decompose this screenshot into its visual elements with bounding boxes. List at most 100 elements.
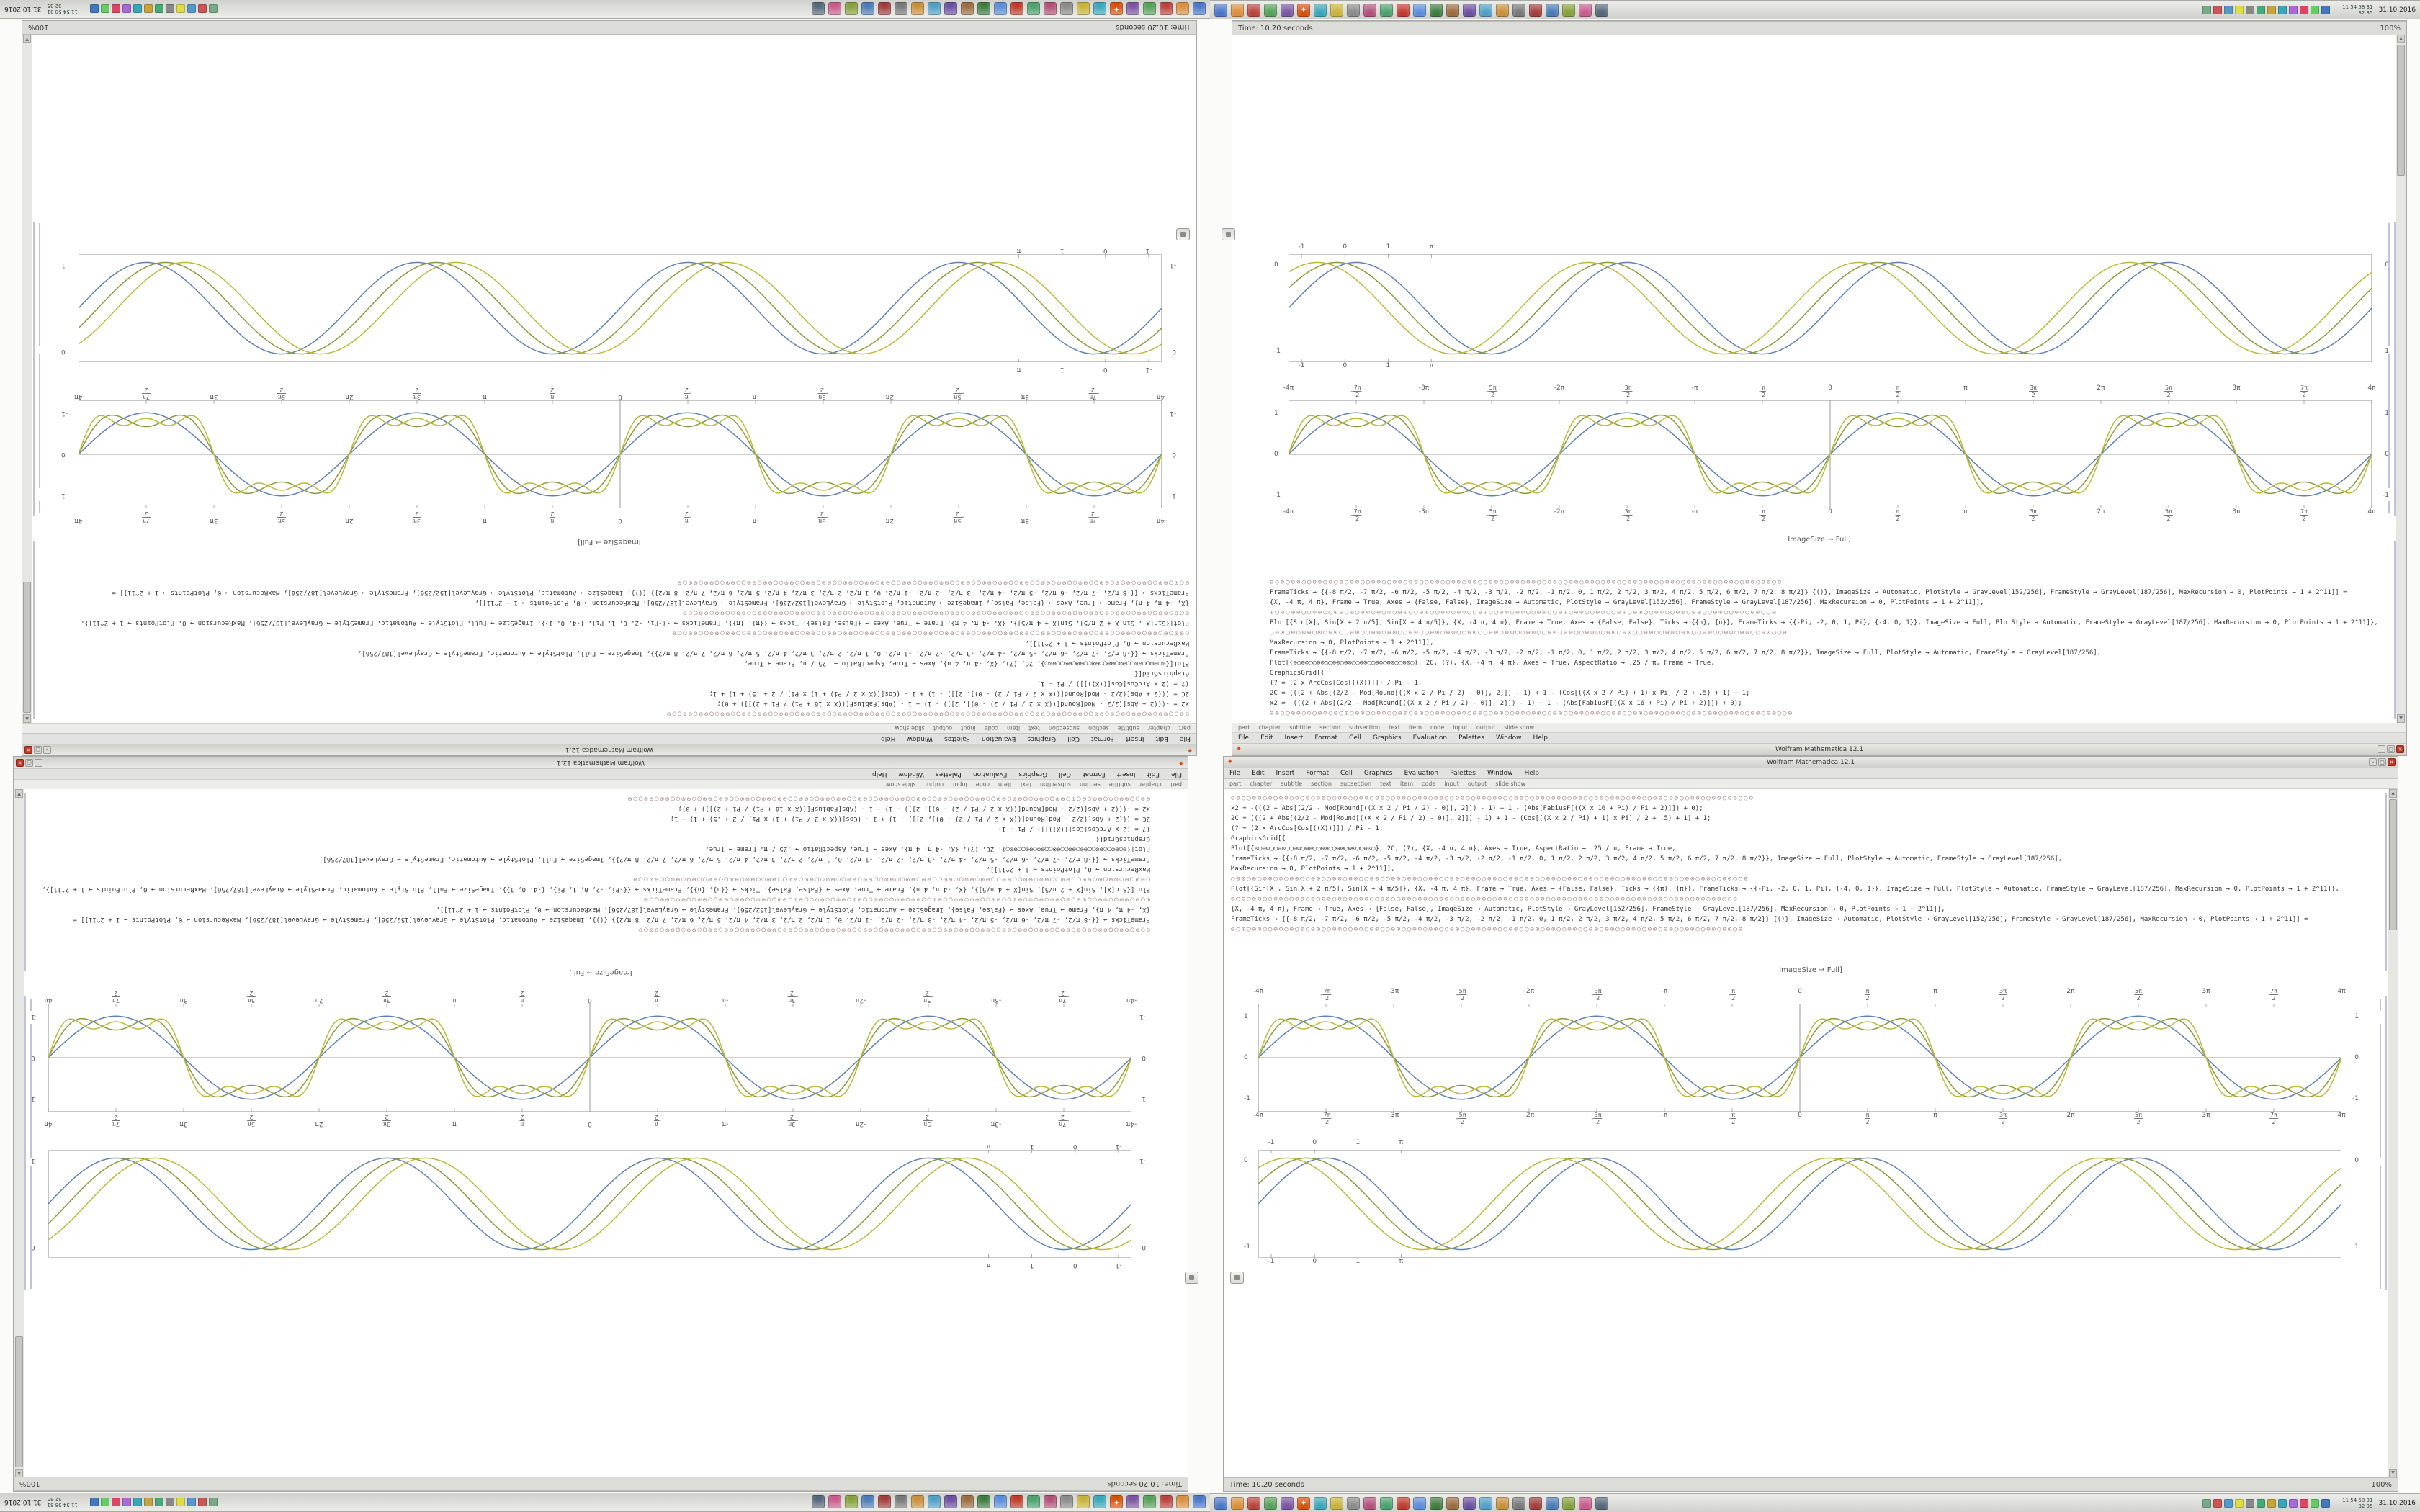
style-slide-show[interactable]: slide show — [1495, 780, 1526, 787]
scroll-up-arrow[interactable]: ▲ — [23, 714, 31, 723]
taskbar-icon-app-gray[interactable] — [1347, 1496, 1360, 1510]
desktop-widget-left[interactable] — [1185, 1272, 1198, 1284]
taskbar-icon-app-emerald[interactable] — [1027, 1495, 1040, 1509]
maximize-button[interactable]: ▢ — [25, 759, 33, 767]
tray-teal-icon[interactable] — [133, 1498, 142, 1507]
style-item[interactable]: item — [1399, 780, 1413, 787]
scroll-down-arrow[interactable]: ▼ — [2397, 714, 2405, 723]
taskbar-icon-app-sky[interactable] — [994, 1495, 1007, 1509]
style-item[interactable]: item — [998, 781, 1012, 788]
style-slide-show[interactable]: slide show — [1504, 724, 1535, 731]
taskbar-icon-app-emerald[interactable] — [1027, 2, 1040, 16]
scroll-down-arrow[interactable]: ▼ — [2389, 1469, 2397, 1477]
code-line[interactable]: GraphicsGrid[{ — [1231, 835, 1286, 842]
menu-help[interactable]: Help — [1533, 734, 1549, 742]
taskbar-icon-mathematica[interactable]: ✦ — [1297, 1496, 1310, 1510]
cell-bracket-code[interactable] — [2385, 793, 2387, 971]
code-line[interactable]: {X, -4 π, 4 π}, Frame → True, Axes → {Fa… — [436, 906, 1150, 913]
style-subtitle[interactable]: subtitle — [1108, 781, 1131, 788]
minimize-button[interactable]: – — [35, 759, 42, 767]
tray-gold-icon[interactable] — [143, 1498, 153, 1507]
style-subsection[interactable]: subsection — [1348, 724, 1381, 731]
taskbar-icon-app-tan[interactable] — [961, 2, 974, 16]
code-line[interactable]: 2C = (((2 + Abs[(2/2 - Mod[Round[((X x 2… — [670, 815, 1150, 822]
style-text[interactable]: text — [1020, 781, 1031, 788]
code-line[interactable]: ⊖○⊙◯⊖⊙○◯⊖⊙○⊖◯⊙○⊖⊙◯○⊖⊙○◯⊖⊙○⊖⊙◯○⊖⊙○◯⊖⊙○⊖⊙◯… — [676, 579, 1189, 586]
style-subsection[interactable]: subsection — [1039, 781, 1072, 788]
taskbar-icon-app-cyan[interactable] — [928, 2, 941, 16]
vertical-scrollbar[interactable]: ▲ ▼ — [2396, 35, 2406, 723]
taskbar-icon-app-olive[interactable] — [1562, 1496, 1575, 1510]
taskbar-icon-app-olive[interactable] — [845, 1495, 858, 1509]
taskbar-icon-app-crimson[interactable] — [1010, 1495, 1023, 1509]
code-line[interactable]: Plot[{Sin[X], Sin[X + 2 π/5], Sin[X + 4 … — [1231, 886, 2339, 893]
tray-blue-icon[interactable] — [2224, 5, 2233, 14]
tray-lilac-icon[interactable] — [122, 4, 131, 14]
tray-teal-icon[interactable] — [2278, 1498, 2287, 1508]
taskbar-icon-app-navy[interactable] — [812, 1495, 825, 1509]
taskbar-icon-app-cyan[interactable] — [1479, 1496, 1492, 1510]
taskbar-icon-app-crimson[interactable] — [1397, 1496, 1410, 1510]
code-line[interactable]: FrameTicks → {{-8 π/2, -7 π/2, -6 π/2, -… — [1231, 916, 2308, 923]
taskbar-icon-app-violet[interactable] — [944, 2, 957, 16]
close-button[interactable]: ✕ — [2396, 745, 2404, 753]
menu-format[interactable]: Format — [1306, 770, 1330, 777]
style-chapter[interactable]: chapter — [1250, 780, 1273, 787]
taskbar-icon-app-blue[interactable] — [1193, 2, 1206, 16]
menu-file[interactable]: File — [1229, 770, 1241, 777]
taskbar-icon-app-teal[interactable] — [1314, 1496, 1327, 1510]
code-line[interactable]: Plot[{Sin[X], Sin[X + 2 π/5], Sin[X + 4 … — [81, 619, 1189, 626]
menu-cell[interactable]: Cell — [1059, 770, 1071, 778]
code-line[interactable]: ○⊖⊙◯⊖○⊙⊖◯⊙○⊖⊙◯○⊖⊙○◯⊖⊙○⊖⊙◯○⊖⊙○◯⊖⊙○⊖⊙◯○⊖⊙○… — [632, 876, 1150, 883]
taskbar-icon-app-forest[interactable] — [977, 2, 990, 16]
cell-bracket-plot2[interactable] — [30, 1166, 32, 1289]
cell-bracket-plot2[interactable] — [2388, 223, 2390, 346]
scroll-down-arrow[interactable]: ▼ — [15, 789, 23, 798]
code-line[interactable]: Plot[{⊙○⊖⊙◯○⊖⊙○◯⊖⊙○⊖⊙◯○⊖⊙○◯⊖⊙○⊖⊙◯○⊖⊙○}, … — [705, 845, 1150, 852]
code-line[interactable]: ⊖○⊙◯⊖⊙○◯⊖⊙○⊖◯⊙○⊖⊙◯○⊖⊙○◯⊖⊙○⊖⊙◯○⊖⊙○◯⊖⊙○⊖⊙◯… — [1231, 926, 1744, 933]
tray-lime-icon[interactable] — [100, 1498, 109, 1507]
taskbar-icon-app-amber[interactable] — [1231, 3, 1244, 17]
menu-window[interactable]: Window — [1495, 734, 1522, 742]
taskbar-icon-app-purple[interactable] — [1126, 1495, 1139, 1509]
code-line[interactable]: ⊙◯⊖○⊙⊖◯○⊙⊖○◯⊙⊖○⊙◯⊖⊙○⊖◯⊙○⊖⊙◯○⊖⊙○◯⊖⊙○⊖⊙◯○⊖… — [1270, 609, 1778, 616]
vertical-scrollbar[interactable]: ▲ ▼ — [2388, 789, 2398, 1477]
taskbar-icon-app-rose[interactable] — [1363, 3, 1376, 17]
code-line[interactable]: Plot[{⊙○⊖⊙◯○⊖⊙○◯⊖⊙○⊖⊙◯○⊖⊙○◯⊖⊙○⊖⊙◯○⊖⊙○}, … — [1270, 660, 1715, 667]
taskbar-icon-mathematica[interactable]: ✦ — [1110, 2, 1123, 16]
tray-lilac-icon[interactable] — [2289, 5, 2298, 14]
style-chapter[interactable]: chapter — [1139, 781, 1162, 788]
taskbar-icon-app-gold[interactable] — [1330, 1496, 1343, 1510]
taskbar-icon-app-gold[interactable] — [1077, 2, 1090, 16]
tray-teal-icon[interactable] — [2278, 5, 2287, 14]
tray-rose-icon[interactable] — [2300, 1498, 2309, 1508]
menu-help[interactable]: Help — [871, 770, 887, 778]
style-text[interactable]: text — [1389, 724, 1400, 731]
menu-palettes[interactable]: Palettes — [944, 735, 970, 742]
code-line[interactable]: 2C = (((2 + Abs[(2/2 - Mod[Round[((X x 2… — [709, 690, 1189, 697]
code-line[interactable]: (? = (2 x ArcCos[Cos[((X))]]) / Pi - 1; — [998, 825, 1150, 832]
code-line[interactable]: MaxRecursion → 0, PlotPoints → 1 + 2^11]… — [1231, 865, 1395, 873]
taskbar-icon-app-steel[interactable] — [861, 2, 874, 16]
style-text[interactable]: text — [1028, 725, 1040, 732]
taskbar-icon-app-tan[interactable] — [1446, 3, 1459, 17]
style-code[interactable]: code — [1430, 724, 1445, 731]
taskbar-icon-app-pink[interactable] — [1579, 3, 1592, 17]
tray-lime-icon[interactable] — [100, 4, 109, 14]
menu-file[interactable]: File — [1170, 770, 1182, 778]
taskbar-icon-app-maroon[interactable] — [878, 2, 891, 16]
taskbar-icon-app-blue[interactable] — [1214, 3, 1227, 17]
style-subsection[interactable]: subsection — [1340, 780, 1372, 787]
zoom-level[interactable]: 100% — [2380, 24, 2401, 32]
taskbar-icon-app-purple[interactable] — [1281, 1496, 1294, 1510]
close-button[interactable]: ✕ — [16, 759, 24, 767]
scroll-up-arrow[interactable]: ▲ — [2389, 789, 2397, 798]
code-line[interactable]: FrameTicks → {{-8 π/2, -7 π/2, -6 π/2, -… — [357, 649, 1189, 657]
style-section[interactable]: section — [1088, 725, 1109, 732]
taskbar-icon-app-violet[interactable] — [1463, 3, 1476, 17]
taskbar-icon-app-gray[interactable] — [1347, 3, 1360, 17]
tray-lilac-icon[interactable] — [122, 1498, 131, 1507]
code-line[interactable]: ⊖⊙○◯⊙⊖○⊙◯⊖⊙○⊖◯⊙○⊖⊙◯○⊖⊙○◯⊖⊙○⊖⊙◯○⊖⊙○◯⊖⊙○⊖⊙… — [1231, 795, 1755, 802]
code-line[interactable]: x2 = -(((2 + Abs[(2/2 - Mod[Round[((X x … — [678, 805, 1150, 812]
code-line[interactable]: ○⊖⊙◯⊖○⊙⊖◯⊙○⊖⊙◯○⊖⊙○◯⊖⊙○⊖⊙◯○⊖⊙○◯⊖⊙○⊖⊙◯○⊖⊙○… — [671, 629, 1189, 636]
